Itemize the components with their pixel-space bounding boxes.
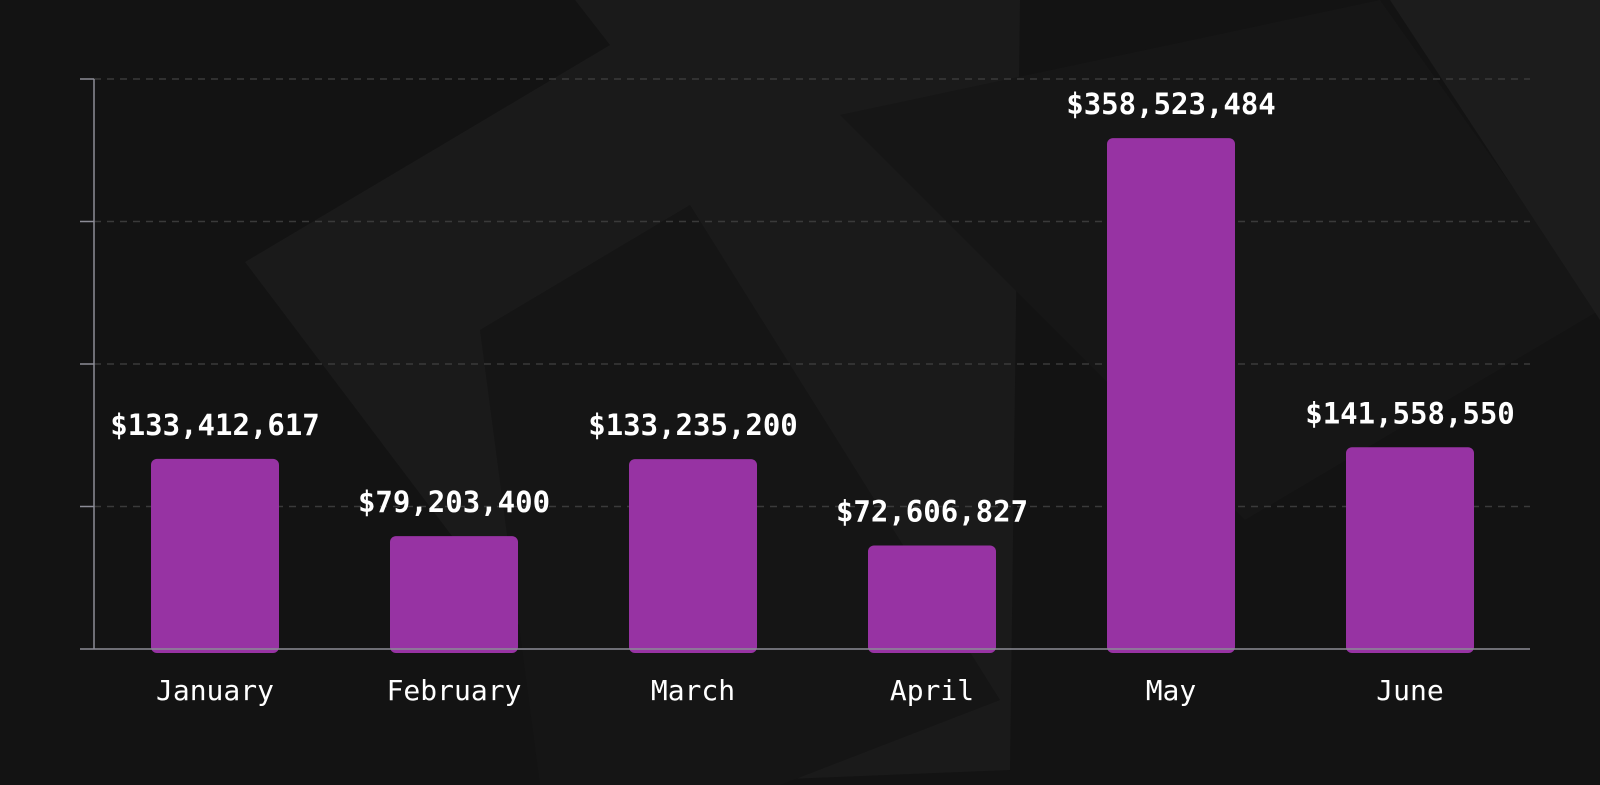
data-label: $133,412,617 [110,408,320,442]
bar [629,459,757,653]
data-label: $141,558,550 [1305,396,1515,430]
axes [80,78,1530,650]
data-label: $72,606,827 [836,495,1028,529]
bar [1346,447,1474,653]
x-tick-label: June [1376,674,1443,707]
bar [151,458,279,653]
x-tick-label: May [1146,674,1197,707]
background-shape [1390,0,1600,320]
x-tick-label: April [890,674,974,707]
bar [868,545,996,653]
bar [390,536,518,653]
bars [151,138,1474,654]
x-tick-label: January [156,674,274,707]
data-label: $358,523,484 [1066,87,1276,121]
x-tick-label: February [387,674,522,707]
data-label: $79,203,400 [358,485,550,519]
labels: $133,412,617 January $79,203,400 February $1… [110,87,1515,707]
x-tick-label: March [651,674,735,707]
data-label: $133,235,200 [588,408,798,442]
bar [1107,138,1235,654]
gridlines [94,78,1530,508]
